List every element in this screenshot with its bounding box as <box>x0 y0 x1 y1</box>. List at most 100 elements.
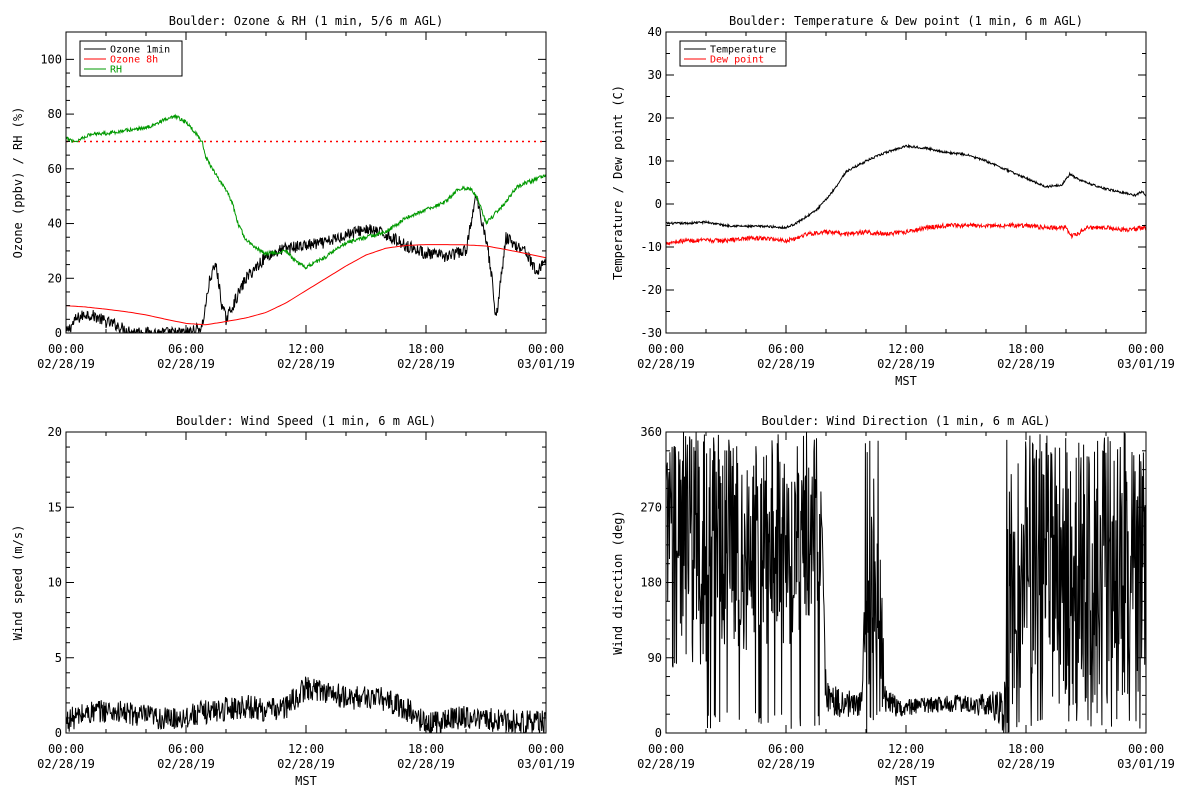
x-tick-label: 06:00 <box>768 342 804 356</box>
y-axis-label: Wind speed (m/s) <box>11 525 25 641</box>
legend-label: Ozone 8h <box>110 55 158 66</box>
y-tick-label: 20 <box>648 111 662 125</box>
x-tick-label: 02/28/19 <box>757 757 815 771</box>
y-tick-label: 180 <box>640 576 662 590</box>
legend-label: Ozone 1min <box>110 45 170 56</box>
x-tick-label: 12:00 <box>288 342 324 356</box>
axis-frame <box>665 431 1147 734</box>
chart-title: Boulder: Wind Speed (1 min, 6 m AGL) <box>176 414 436 428</box>
y-axis-label: Ozone (ppbv) / RH (%) <box>11 107 25 259</box>
y-tick-label: 10 <box>648 154 662 168</box>
x-tick-label: 02/28/19 <box>997 357 1055 371</box>
x-tick-label: 00:00 <box>48 742 84 756</box>
x-tick-label: 12:00 <box>288 742 324 756</box>
plot-area <box>66 676 546 733</box>
legend-label: Temperature <box>710 45 776 56</box>
y-tick-label: 0 <box>55 726 62 740</box>
y-tick-label: 80 <box>48 107 62 121</box>
x-tick-label: 18:00 <box>1008 742 1044 756</box>
x-tick-label: 02/28/19 <box>877 757 935 771</box>
plot-area <box>666 432 1146 733</box>
x-tick-label: 02/28/19 <box>997 757 1055 771</box>
y-tick-label: 10 <box>48 576 62 590</box>
series-line <box>66 676 546 733</box>
x-tick-label: 00:00 <box>528 742 564 756</box>
x-tick-label: 03/01/19 <box>517 357 575 371</box>
x-tick-label: 00:00 <box>648 342 684 356</box>
wind-direction-panel: Boulder: Wind Direction (1 min, 6 m AGL)… <box>611 414 1175 788</box>
legend-label: Dew point <box>710 55 764 66</box>
x-tick-label: 02/28/19 <box>397 357 455 371</box>
x-tick-label: 00:00 <box>48 342 84 356</box>
series-line-ozone-1min <box>66 194 546 333</box>
y-tick-label: 20 <box>48 425 62 439</box>
x-tick-label: 06:00 <box>168 342 204 356</box>
y-tick-label: 20 <box>48 271 62 285</box>
x-tick-label: 02/28/19 <box>637 357 695 371</box>
legend-box <box>679 40 787 67</box>
y-tick-label: 360 <box>640 425 662 439</box>
y-tick-label: 0 <box>655 197 662 211</box>
axis-frame <box>65 31 547 334</box>
y-tick-label: 100 <box>40 52 62 66</box>
x-tick-label: 02/28/19 <box>397 757 455 771</box>
y-tick-label: 270 <box>640 500 662 514</box>
x-tick-label: 00:00 <box>1128 742 1164 756</box>
x-axis-label: MST <box>295 774 317 788</box>
plot-area <box>666 143 1146 246</box>
y-tick-label: -10 <box>640 240 662 254</box>
x-tick-label: 00:00 <box>1128 342 1164 356</box>
x-tick-label: 02/28/19 <box>157 757 215 771</box>
y-axis-label: Temperature / Dew point (C) <box>611 85 625 280</box>
series-line <box>666 432 1146 733</box>
x-tick-label: 02/28/19 <box>37 357 95 371</box>
y-tick-label: 15 <box>48 500 62 514</box>
y-axis-label: Wind direction (deg) <box>611 510 625 655</box>
y-tick-label: 90 <box>648 651 662 665</box>
x-tick-label: 02/28/19 <box>637 757 695 771</box>
x-axis-label: MST <box>895 774 917 788</box>
y-tick-label: 40 <box>48 217 62 231</box>
chart-title: Boulder: Temperature & Dew point (1 min,… <box>729 14 1083 28</box>
x-tick-label: 02/28/19 <box>277 757 335 771</box>
series-line-rh <box>66 113 546 270</box>
series-line-temperature <box>666 143 1146 230</box>
y-tick-label: 5 <box>55 651 62 665</box>
y-tick-label: 0 <box>655 726 662 740</box>
series-line-ozone-8h <box>66 244 546 326</box>
x-tick-label: 02/28/19 <box>157 357 215 371</box>
y-tick-label: -30 <box>640 326 662 340</box>
x-tick-label: 02/28/19 <box>757 357 815 371</box>
y-tick-label: 0 <box>55 326 62 340</box>
plot-area <box>66 113 546 333</box>
x-tick-label: 06:00 <box>168 742 204 756</box>
x-tick-label: 00:00 <box>648 742 684 756</box>
y-tick-label: 60 <box>48 162 62 176</box>
legend-label: RH <box>110 65 122 76</box>
temperature-dewpoint-panel: Boulder: Temperature & Dew point (1 min,… <box>611 14 1175 388</box>
x-tick-label: 02/28/19 <box>277 357 335 371</box>
y-tick-label: 40 <box>648 25 662 39</box>
ozone-rh-panel: Boulder: Ozone & RH (1 min, 5/6 m AGL) O… <box>11 14 575 371</box>
x-tick-label: 00:00 <box>528 342 564 356</box>
x-tick-label: 03/01/19 <box>1117 357 1175 371</box>
x-tick-label: 06:00 <box>768 742 804 756</box>
y-tick-label: 30 <box>648 68 662 82</box>
series-line-dew-point <box>666 221 1146 246</box>
x-tick-label: 18:00 <box>408 342 444 356</box>
wind-speed-panel: Boulder: Wind Speed (1 min, 6 m AGL) Win… <box>11 414 575 788</box>
axis-frame <box>665 31 1147 334</box>
x-tick-label: 12:00 <box>888 342 924 356</box>
axis-frame <box>65 431 547 734</box>
chart-title: Boulder: Wind Direction (1 min, 6 m AGL) <box>762 414 1051 428</box>
x-tick-label: 02/28/19 <box>877 357 935 371</box>
x-tick-label: 02/28/19 <box>37 757 95 771</box>
x-tick-label: 18:00 <box>408 742 444 756</box>
x-tick-label: 12:00 <box>888 742 924 756</box>
x-tick-label: 03/01/19 <box>1117 757 1175 771</box>
y-tick-label: -20 <box>640 283 662 297</box>
x-tick-label: 03/01/19 <box>517 757 575 771</box>
chart-title: Boulder: Ozone & RH (1 min, 5/6 m AGL) <box>169 14 444 28</box>
